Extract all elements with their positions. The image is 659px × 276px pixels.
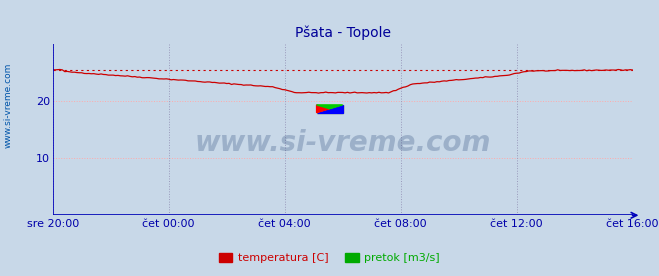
Bar <box>316 105 343 113</box>
Legend: temperatura [C], pretok [m3/s]: temperatura [C], pretok [m3/s] <box>215 248 444 268</box>
Text: www.si-vreme.com: www.si-vreme.com <box>3 62 13 148</box>
Title: Pšata - Topole: Pšata - Topole <box>295 26 391 40</box>
Text: www.si-vreme.com: www.si-vreme.com <box>194 129 491 157</box>
Polygon shape <box>316 105 343 113</box>
Polygon shape <box>316 105 330 113</box>
Polygon shape <box>316 105 343 109</box>
